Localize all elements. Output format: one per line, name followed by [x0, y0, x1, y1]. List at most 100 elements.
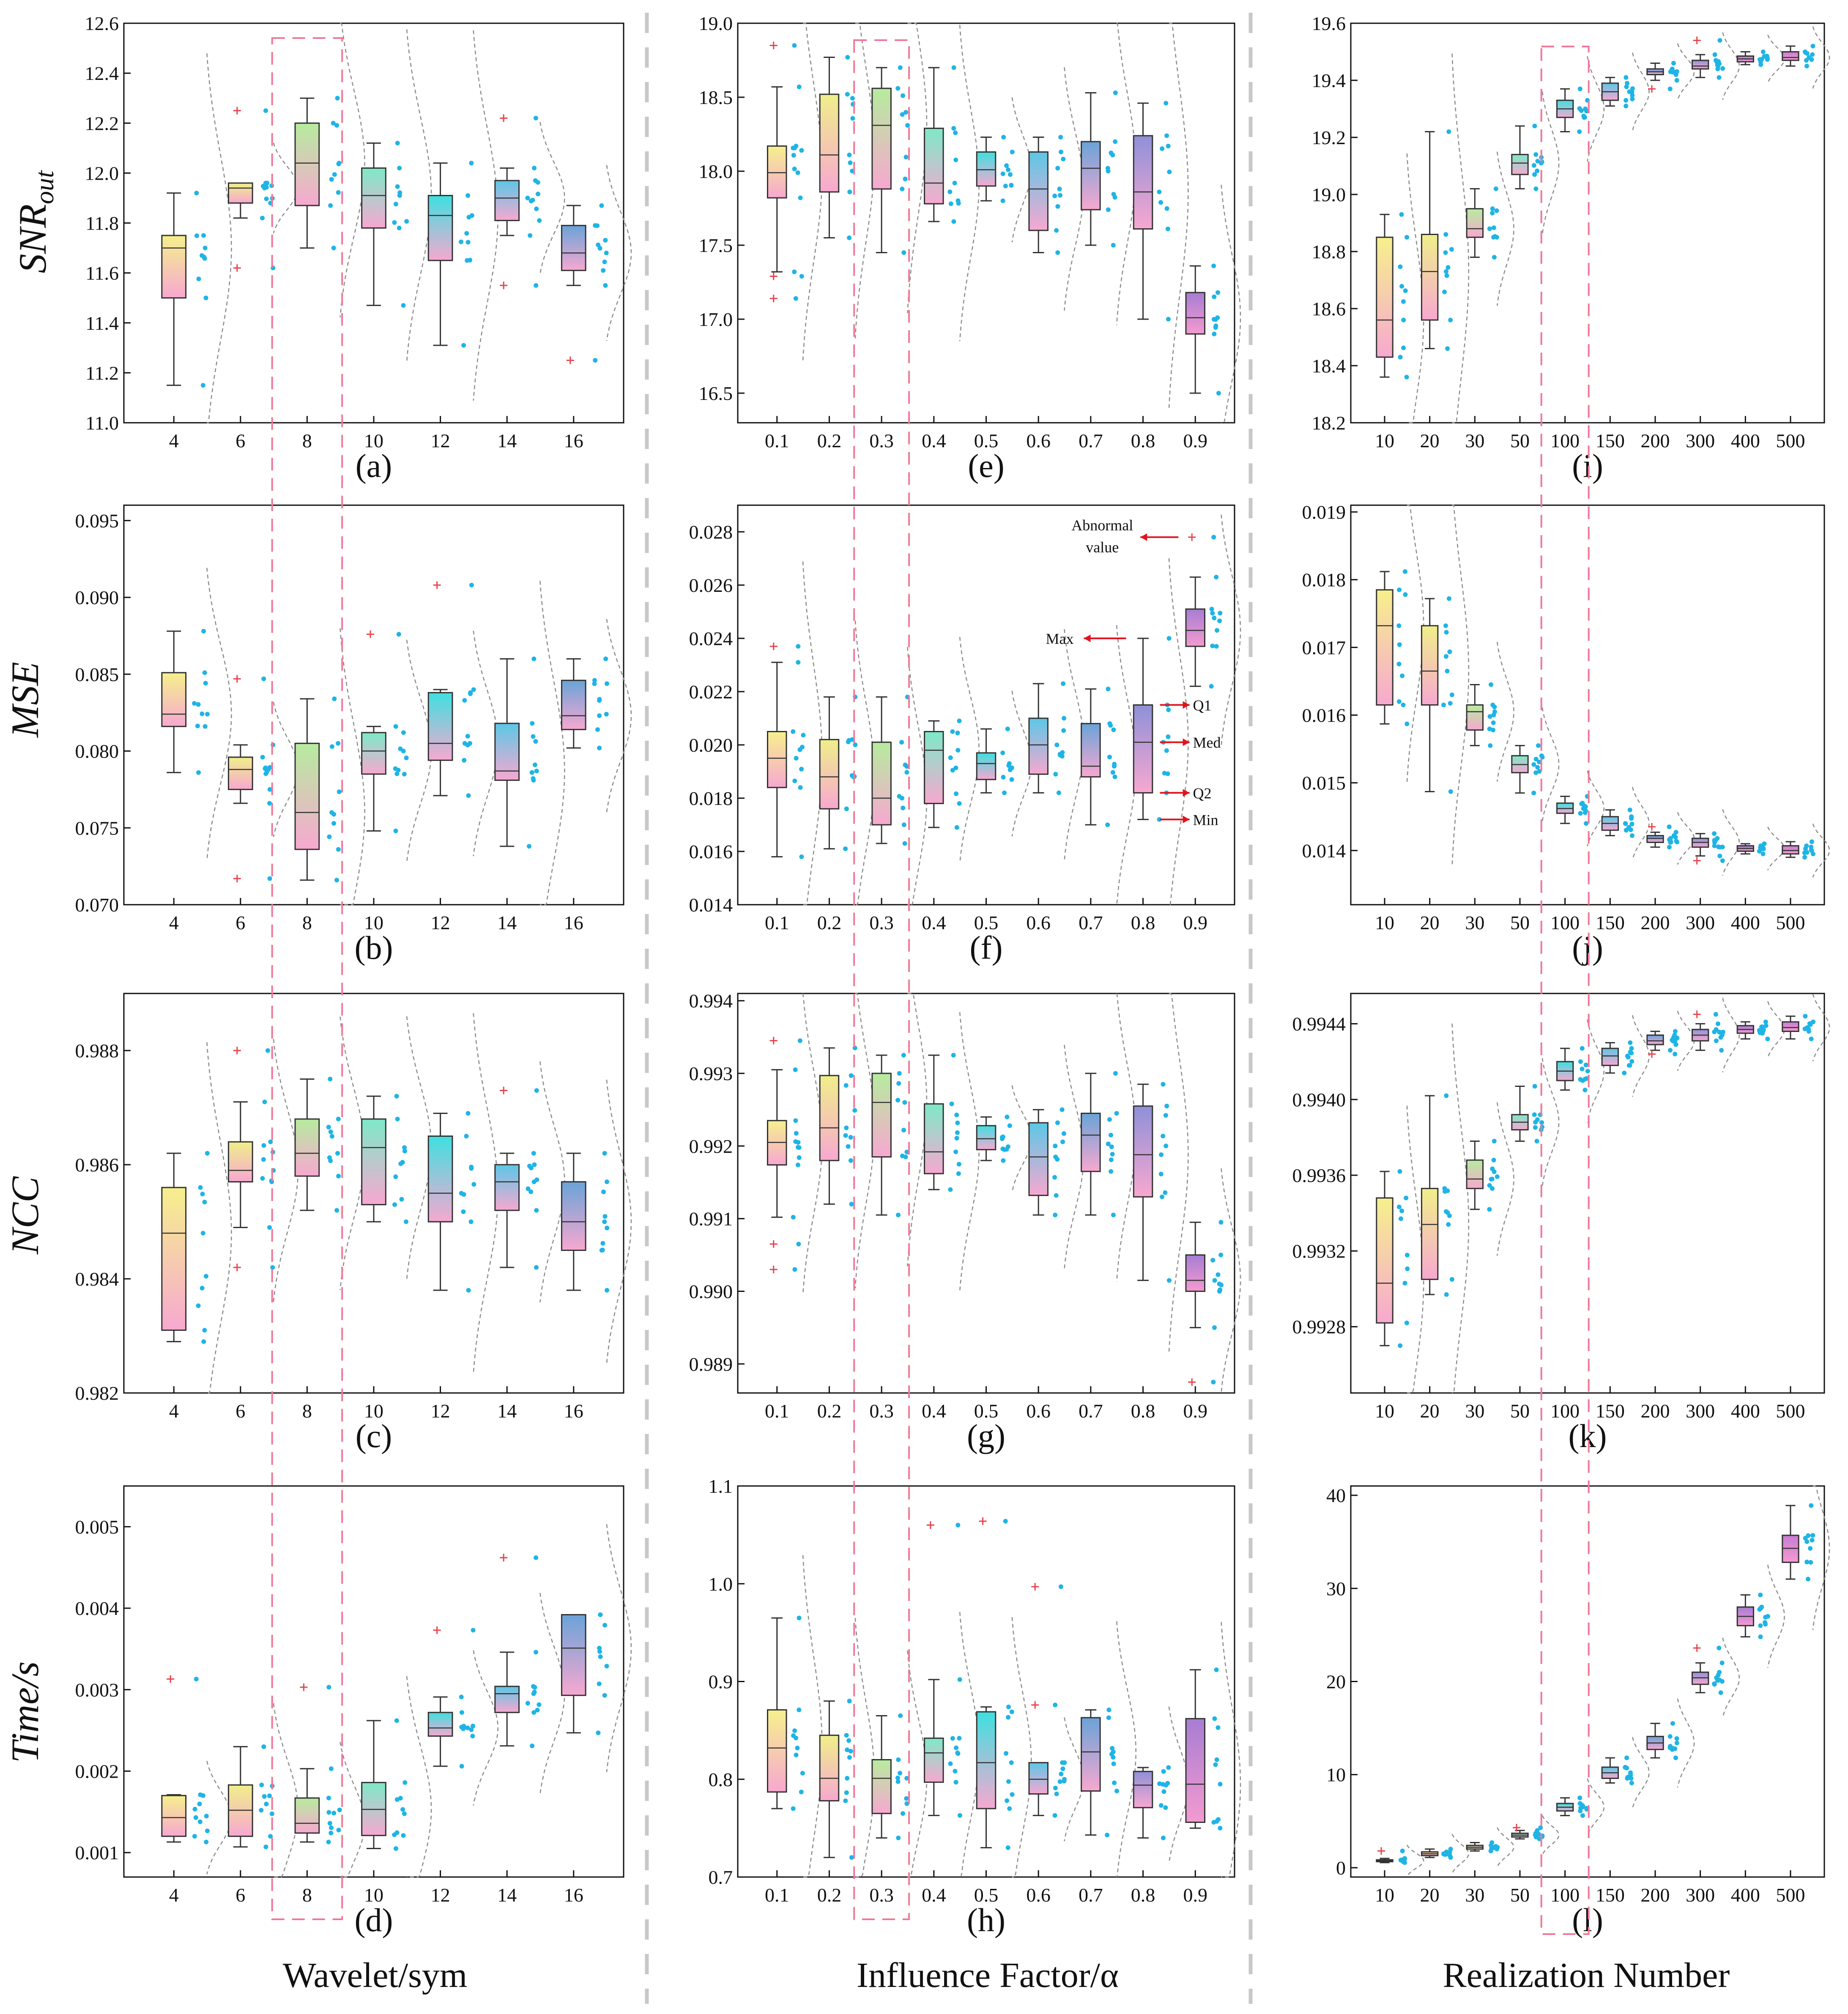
data-point [1673, 1042, 1678, 1047]
y-tick-label: 0.9940 [1292, 1089, 1346, 1111]
data-point [1160, 1194, 1164, 1199]
data-point [797, 747, 802, 752]
box-e-0.6 [1028, 67, 1084, 311]
data-point [194, 1677, 199, 1682]
data-point [796, 1242, 801, 1247]
y-tick-label: 0.9936 [1292, 1165, 1346, 1186]
box-a-12 [427, 30, 499, 401]
density-curve [1064, 1717, 1084, 1842]
data-point [595, 727, 600, 732]
box-f-0.7 [1081, 625, 1136, 905]
data-point [849, 1855, 854, 1860]
data-point [204, 1814, 209, 1819]
y-tick-label: 11.8 [85, 213, 119, 234]
data-point [1109, 1751, 1114, 1757]
data-point [525, 1701, 530, 1706]
data-point [1673, 835, 1678, 840]
outlier-marker [1188, 1378, 1196, 1386]
data-point [396, 632, 401, 637]
row-title-snr: SNRout [11, 170, 59, 274]
y-tick-label: 17.0 [699, 309, 733, 330]
data-point [1583, 808, 1588, 813]
density-curve [1451, 53, 1470, 424]
data-point [530, 721, 535, 726]
data-point [1005, 1845, 1010, 1850]
data-point [401, 303, 406, 308]
data-point [1712, 1681, 1717, 1686]
box-j-20 [1421, 504, 1470, 867]
data-point [597, 1649, 602, 1654]
y-tick-label: 0.022 [689, 681, 733, 703]
data-point [471, 1628, 476, 1633]
data-point [1113, 139, 1118, 144]
data-point [1716, 1672, 1721, 1677]
data-point [461, 343, 466, 348]
data-point [845, 55, 850, 60]
density-curve [1767, 1001, 1785, 1058]
data-point [1806, 1026, 1811, 1032]
data-point [1057, 186, 1062, 192]
y-tick-label: 0.090 [75, 587, 119, 608]
box-h-0.1 [767, 1555, 823, 1878]
data-point [203, 681, 208, 686]
x-tick-label: 300 [1686, 912, 1715, 933]
data-point [1624, 84, 1629, 89]
data-point [1055, 1157, 1060, 1162]
outlier-marker [500, 114, 508, 122]
data-point [394, 1718, 399, 1723]
data-point [1110, 1746, 1115, 1751]
data-point [852, 1108, 857, 1113]
density-curve [606, 619, 632, 813]
outlier-marker [769, 642, 778, 650]
x-tick-label: 0.5 [974, 430, 999, 452]
data-point [1667, 1734, 1673, 1739]
data-point [1111, 1212, 1116, 1218]
data-point [844, 806, 849, 811]
outlier-marker [300, 1683, 308, 1691]
data-point [392, 1832, 397, 1837]
data-point [469, 161, 474, 166]
data-point [334, 878, 339, 883]
data-point [604, 1664, 609, 1669]
data-point [1713, 1012, 1718, 1017]
data-point [1717, 1645, 1722, 1650]
y-tick-label: 12.2 [85, 112, 119, 134]
data-point [1218, 1253, 1224, 1257]
box-g-0.4 [924, 1012, 980, 1292]
panel-label: (h) [967, 1902, 1005, 1938]
y-tick-label: 0.9 [709, 1671, 733, 1693]
data-point [903, 176, 908, 181]
data-point [843, 846, 848, 851]
data-point [1763, 1023, 1769, 1028]
box-i-150 [1601, 52, 1650, 131]
data-point [1674, 78, 1679, 83]
data-point [792, 778, 797, 783]
data-point [1060, 1766, 1065, 1771]
data-point [526, 1186, 531, 1191]
data-point [1447, 1213, 1452, 1218]
data-point [1000, 1147, 1005, 1152]
data-point [468, 1219, 474, 1224]
data-point [791, 153, 796, 158]
data-point [846, 1738, 851, 1743]
data-point [1716, 844, 1721, 849]
col-title-influence-factor: Influence Factor/α [857, 1956, 1119, 1995]
x-tick-label: 6 [235, 430, 245, 452]
y-tick-label: 0.005 [75, 1516, 119, 1538]
y-tick-label: 1.1 [709, 1475, 733, 1497]
x-tick-label: 100 [1550, 1884, 1580, 1906]
data-point [203, 296, 208, 301]
data-point [534, 206, 539, 211]
data-point [600, 1241, 605, 1246]
data-point [1536, 743, 1541, 748]
box-k-20 [1421, 1023, 1470, 1394]
data-point [1765, 57, 1770, 62]
data-point [1006, 167, 1011, 172]
highlight-rect-col-2 [853, 39, 910, 1920]
y-tick-label: 0.017 [1302, 637, 1346, 658]
data-point [904, 1776, 909, 1781]
data-point [1217, 618, 1222, 624]
data-point [799, 766, 804, 772]
data-point [465, 1725, 470, 1730]
x-tick-label: 10 [1375, 912, 1394, 933]
